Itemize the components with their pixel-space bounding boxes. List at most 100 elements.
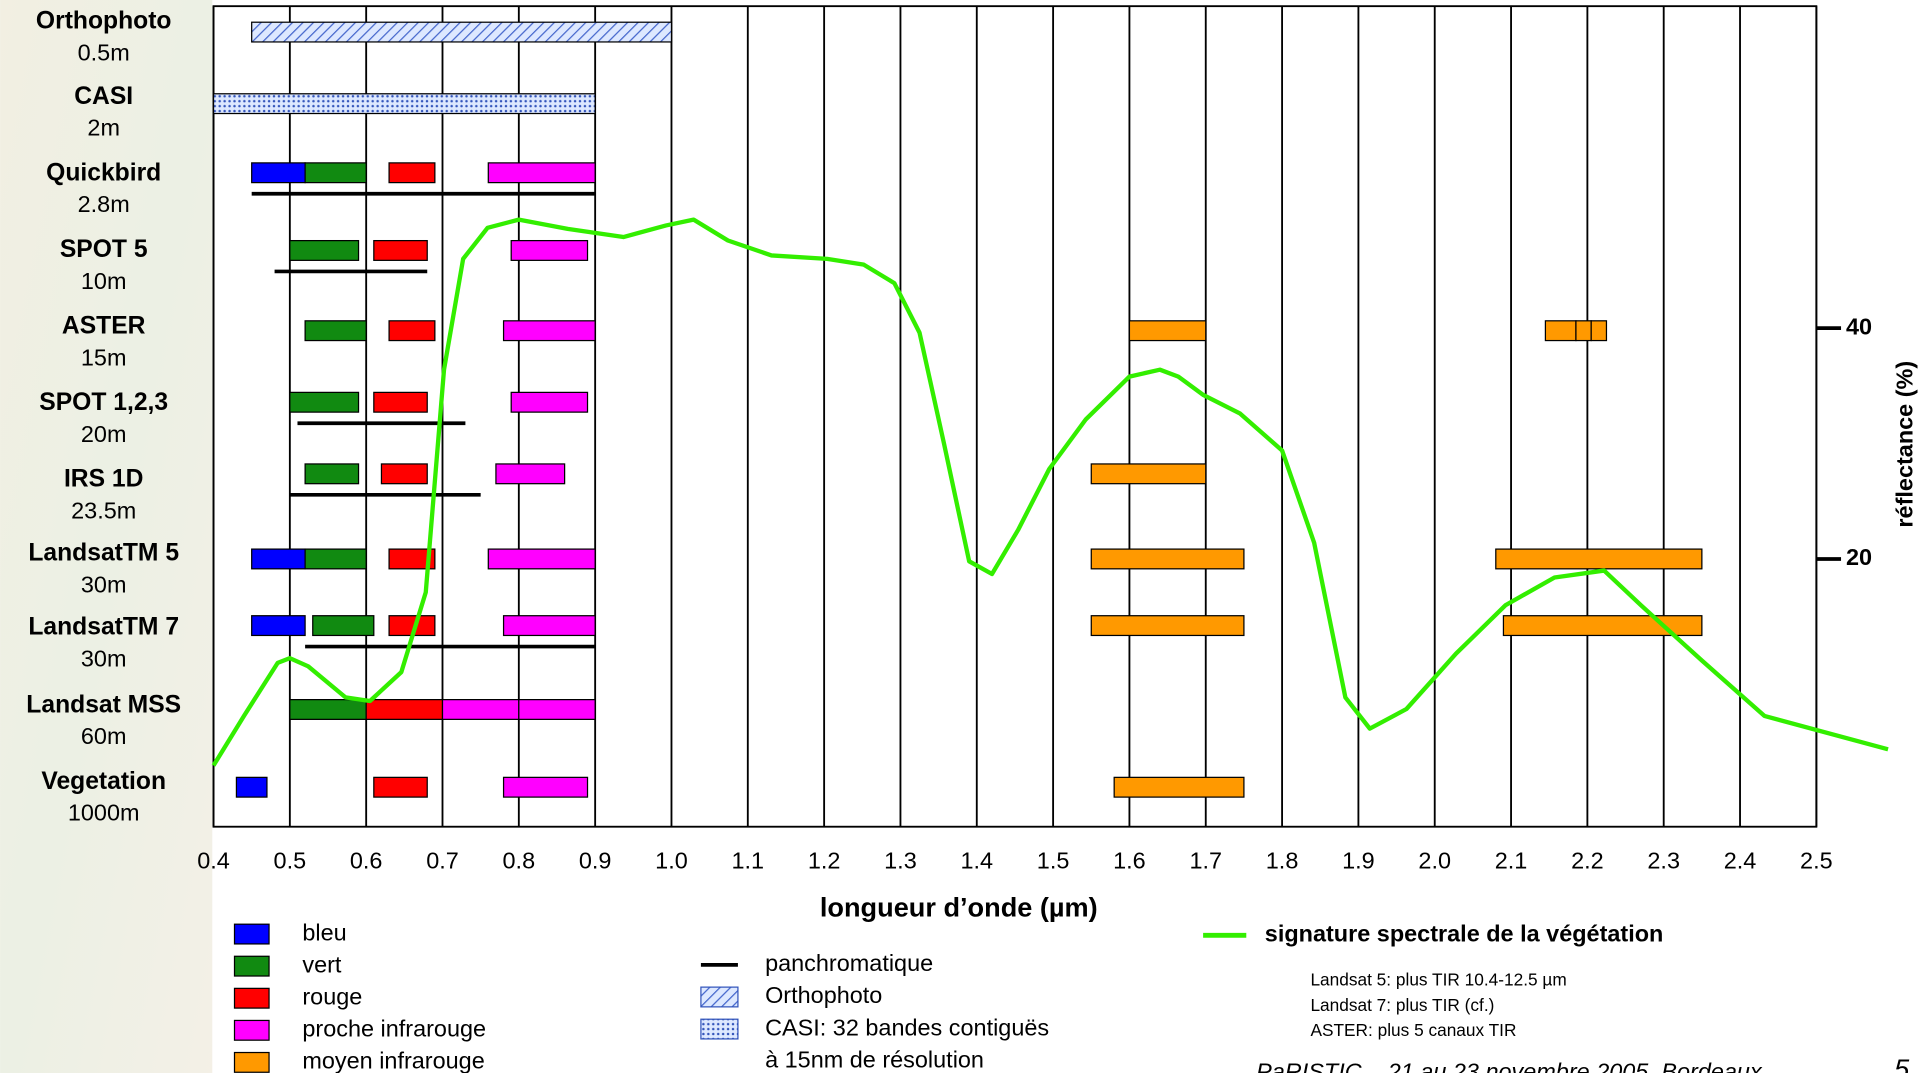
band: [1590, 320, 1608, 342]
band: [1495, 548, 1703, 570]
legend-swatch: [233, 987, 270, 1009]
band: [289, 391, 360, 413]
band: [441, 699, 520, 720]
row-resolution: 2.8m: [78, 191, 130, 217]
x-tick-label: 1.4: [960, 848, 993, 874]
x-tick-label: 1.9: [1342, 848, 1375, 874]
band: [388, 162, 436, 184]
row-resolution: 23.5m: [71, 497, 136, 523]
note: Landsat 5: plus TIR 10.4-12.5 µm: [1310, 970, 1566, 990]
x-tick-label: 0.5: [274, 848, 307, 874]
band: [251, 162, 306, 184]
band: [502, 615, 596, 637]
legend-label: Orthophoto: [765, 982, 882, 1008]
band: [388, 548, 436, 570]
band: [373, 239, 428, 261]
y2-tick-label: 40: [1846, 313, 1872, 339]
x-tick-label: 1.8: [1266, 848, 1299, 874]
legend-swatch: [233, 1019, 270, 1041]
row-name: IRS 1D: [64, 466, 143, 493]
band: [251, 548, 306, 570]
x-tick-label: 1.2: [808, 848, 841, 874]
row-resolution: 15m: [81, 344, 127, 370]
band: [510, 391, 589, 413]
row-resolution: 2m: [87, 115, 120, 141]
page-number: 5: [1894, 1053, 1910, 1073]
band: [304, 320, 367, 342]
row-name: LandsatTM 5: [28, 540, 179, 567]
band: [388, 320, 436, 342]
band: [518, 699, 596, 720]
legend-label: rouge: [302, 983, 362, 1009]
row-resolution: 1000m: [68, 800, 140, 826]
legend-swatch: [233, 923, 270, 945]
x-tick-label: 2.4: [1724, 848, 1757, 874]
row-name: ASTER: [62, 312, 146, 339]
x-tick-label: 2.5: [1800, 848, 1833, 874]
legend-label: CASI: 32 bandes contiguës: [765, 1014, 1049, 1040]
band: [304, 463, 360, 485]
legend-swatch: [233, 955, 270, 977]
note: ASTER: plus 5 canaux TIR: [1310, 1020, 1516, 1040]
y2-tick-label: 20: [1846, 544, 1872, 570]
row-name: Vegetation: [41, 768, 166, 795]
x-tick-label: 2.3: [1647, 848, 1680, 874]
band: [1502, 615, 1703, 637]
x-tick-label: 0.7: [426, 848, 459, 874]
x-tick-label: 1.5: [1037, 848, 1070, 874]
row-name: Quickbird: [46, 159, 161, 186]
band: [251, 21, 673, 43]
row-name: Orthophoto: [36, 8, 172, 35]
x-tick-label: 0.6: [350, 848, 383, 874]
x-tick-label: 2.1: [1495, 848, 1528, 874]
row-name: CASI: [74, 83, 133, 110]
legend-swatch: [233, 1051, 270, 1073]
x-tick-label: 1.6: [1113, 848, 1146, 874]
band: [312, 615, 375, 637]
band: [1575, 320, 1592, 342]
band: [251, 615, 306, 637]
band: [487, 162, 596, 184]
band: [502, 320, 596, 342]
row-name: SPOT 1,2,3: [39, 389, 168, 416]
row-resolution: 30m: [81, 645, 127, 671]
row-name: SPOT 5: [60, 236, 148, 263]
legend-label: proche infrarouge: [302, 1015, 486, 1041]
band: [373, 776, 428, 798]
footer: PaRISTIC – 21 au 23 novembre 2005, Borde…: [1256, 1059, 1763, 1073]
row-resolution: 20m: [81, 421, 127, 447]
legend-label: à 15nm de résolution: [765, 1046, 984, 1072]
band: [212, 93, 596, 115]
band: [487, 548, 596, 570]
band: [1113, 776, 1245, 798]
band: [289, 699, 367, 720]
note: Landsat 7: plus TIR (cf.): [1310, 995, 1494, 1015]
band: [373, 391, 428, 413]
band: [1090, 548, 1245, 570]
row-resolution: 0.5m: [78, 39, 130, 65]
row-name: LandsatTM 7: [28, 614, 179, 641]
band: [502, 776, 589, 798]
legend-label: vert: [302, 951, 342, 977]
band: [1090, 463, 1207, 485]
legend-label: bleu: [302, 919, 346, 945]
x-axis-title: longueur d’onde (µm): [820, 892, 1098, 923]
band: [289, 239, 360, 261]
band: [235, 776, 268, 798]
band: [1090, 615, 1245, 637]
x-tick-label: 0.8: [503, 848, 536, 874]
x-tick-label: 1.7: [1189, 848, 1222, 874]
x-tick-label: 1.3: [884, 848, 917, 874]
band: [1128, 320, 1207, 342]
band: [380, 463, 428, 485]
row-resolution: 60m: [81, 723, 127, 749]
legend-label: panchromatique: [765, 950, 933, 976]
y-axis-title: réflectance (%): [1892, 361, 1918, 528]
row-resolution: 10m: [81, 268, 127, 294]
x-tick-label: 1.1: [732, 848, 765, 874]
band: [495, 463, 566, 485]
x-tick-label: 1.0: [655, 848, 688, 874]
legend-label: moyen infrarouge: [302, 1048, 484, 1073]
